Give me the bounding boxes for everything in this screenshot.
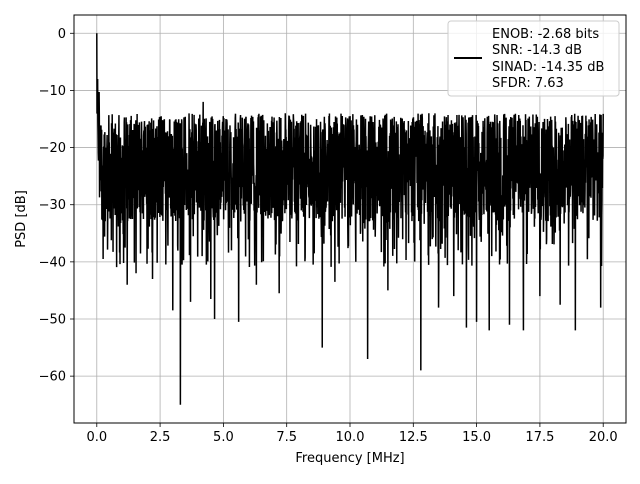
legend-box [447,20,620,97]
x-tick-label: 5.0 [213,430,234,445]
y-tick-label: −40 [39,255,66,270]
legend-line-sfdr: SFDR: 7.63 [492,76,564,91]
legend-line-sinad: SINAD: -14.35 dB [492,60,604,75]
y-tick-label: −30 [39,198,66,213]
x-tick-label: 2.5 [150,430,171,445]
x-tick-label: 7.5 [276,430,297,445]
psd-series-path [96,33,604,405]
x-tick-label: 17.5 [525,430,554,445]
x-tick-label: 0.0 [86,430,107,445]
y-axis-label: PSD [dB] [14,190,29,248]
x-tick-label: 12.5 [399,430,428,445]
psd-series-line [96,33,604,405]
y-tick-label: −20 [39,141,66,156]
legend-line-enob: ENOB: -2.68 bits [492,27,599,42]
y-tick-label: 0 [58,27,66,42]
x-tick-label: 10.0 [336,430,365,445]
y-tick-label: −10 [39,84,66,99]
x-axis-ticks: 0.0 2.5 5.0 7.5 10.0 12.5 15.0 17.5 20.0 [86,423,618,445]
x-tick-label: 20.0 [589,430,618,445]
y-axis-ticks: 0 −10 −20 −30 −40 −50 −60 [39,27,74,385]
legend-line-snr: SNR: -14.3 dB [492,43,582,58]
legend: ENOB: -2.68 bits SNR: -14.3 dB SINAD: -1… [447,20,620,97]
y-tick-label: −60 [39,370,66,385]
y-tick-label: −50 [39,313,66,328]
x-axis-label: Frequency [MHz] [295,451,404,466]
x-tick-label: 15.0 [462,430,491,445]
